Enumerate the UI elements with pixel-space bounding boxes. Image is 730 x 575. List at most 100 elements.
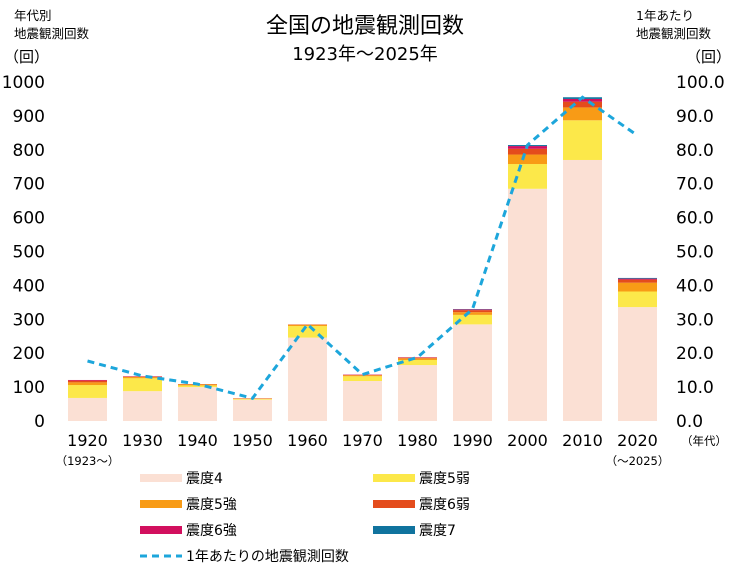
bar-segment: [618, 279, 657, 283]
bar-segment: [618, 277, 657, 279]
bar-segment: [618, 282, 657, 292]
bar-segment: [233, 399, 272, 421]
left-tick-label: 600: [13, 209, 45, 229]
left-tick-label: 400: [13, 276, 45, 296]
bar-segment: [343, 380, 382, 421]
bar-segment: [123, 378, 162, 392]
bar-segment: [68, 385, 107, 398]
x-axis-unit: （年代）: [681, 434, 727, 448]
left-tick-label: 300: [13, 310, 45, 330]
x-tick-label: 1970: [342, 431, 383, 450]
right-tick-label: 100.0: [676, 73, 725, 93]
x-tick-label: 2010: [562, 431, 603, 450]
legend-swatch: [140, 500, 182, 508]
bar-segment: [508, 148, 547, 155]
left-axis-label-line2: 地震観測回数: [14, 26, 90, 41]
x-tick-label: 2020: [617, 431, 658, 450]
left-tick-label: 1000: [2, 73, 45, 93]
right-tick-label: 60.0: [676, 209, 714, 229]
legend-swatch: [140, 526, 182, 534]
right-axis-label-line1: 1年あたり: [636, 8, 694, 23]
left-tick-label: 0: [34, 412, 45, 432]
legend-label: 震度4: [186, 471, 223, 487]
bar-segment: [508, 188, 547, 421]
legend-label: 震度6弱: [419, 497, 470, 513]
legend-swatch: [373, 474, 415, 482]
bar-segment: [563, 107, 602, 121]
bar-segment: [453, 324, 492, 421]
bar-segment: [68, 379, 107, 381]
x-tick-label: 1980: [397, 431, 438, 450]
bar-segment: [453, 314, 492, 325]
x-tick-label: 1960: [287, 431, 328, 450]
bar-segment: [123, 376, 162, 379]
x-tick-label: 1990: [452, 431, 493, 450]
bar-segment: [398, 357, 437, 359]
right-axis-unit: （回）: [686, 48, 730, 66]
bar-segment: [563, 120, 602, 160]
right-tick-label: 90.0: [676, 107, 714, 127]
bar-segment: [343, 375, 382, 377]
bar-segment: [68, 382, 107, 386]
bar-segment: [178, 387, 217, 421]
legend-label: 震度7: [419, 523, 456, 539]
legend-label: 1年あたりの地震観測回数: [186, 548, 349, 565]
bar-segment: [288, 324, 327, 327]
chart-title: 全国の地震観測回数: [266, 14, 464, 39]
right-tick-label: 50.0: [676, 243, 714, 263]
bar-segment: [68, 380, 107, 383]
x-tick-label: 2000: [507, 431, 548, 450]
bar-segment: [178, 385, 217, 388]
chart-subtitle: 1923年～2025年: [292, 44, 438, 65]
right-tick-label: 0.0: [676, 412, 703, 432]
legend-swatch: [140, 474, 182, 482]
x-axis-ticks: 1920 （1923～）1930 1940 1950 1960 1970 1980 1990 2…: [56, 431, 670, 468]
legend-swatch: [373, 500, 415, 508]
bar-segment: [453, 310, 492, 313]
left-axis-label-line1: 年代別: [14, 8, 52, 23]
legend-label: 震度5強: [186, 497, 237, 513]
x-tick-label: 1920: [67, 431, 108, 450]
bar-segment: [618, 278, 657, 280]
bar-segment: [563, 101, 602, 108]
line-series-path: [87, 95, 639, 400]
bar-segment: [563, 159, 602, 421]
bar-segment: [508, 164, 547, 189]
left-tick-label: 100: [13, 378, 45, 398]
bar-segment: [68, 397, 107, 421]
x-tick-label: 1940: [177, 431, 218, 450]
stacked-bars: [68, 97, 657, 421]
left-axis-ticks: 0 100 200 300 400 500 600 700 800 900 1000: [2, 73, 45, 432]
bar-segment: [343, 376, 382, 381]
left-tick-label: 900: [13, 107, 45, 127]
bar-segment: [618, 307, 657, 421]
legend-swatch: [373, 526, 415, 534]
x-tick-note: （～2025）: [606, 454, 670, 468]
right-axis-ticks: 0.0 10.0 20.0 30.0 40.0 50.0 60.0 70.0 80.0 90.0 1…: [676, 73, 725, 432]
bar-segment: [453, 309, 492, 311]
right-tick-label: 40.0: [676, 276, 714, 296]
left-tick-label: 700: [13, 175, 45, 195]
legend-label: 震度6強: [186, 523, 237, 539]
bar-segment: [453, 312, 492, 315]
right-tick-label: 10.0: [676, 378, 714, 398]
right-tick-label: 70.0: [676, 175, 714, 195]
bar-segment: [563, 98, 602, 102]
right-tick-label: 30.0: [676, 310, 714, 330]
right-axis-label-line2: 地震観測回数: [636, 26, 712, 41]
bar-segment: [398, 358, 437, 360]
x-tick-label: 1930: [122, 431, 163, 450]
left-tick-label: 800: [13, 141, 45, 161]
per-year-line: [87, 95, 639, 400]
bar-segment: [398, 359, 437, 366]
bar-segment: [398, 365, 437, 421]
right-tick-label: 80.0: [676, 141, 714, 161]
x-tick-note: （1923～）: [56, 454, 120, 468]
left-axis-unit: （回）: [4, 48, 49, 66]
x-tick-label: 1950: [232, 431, 273, 450]
bar-segment: [288, 337, 327, 421]
left-tick-label: 500: [13, 243, 45, 263]
bar-segment: [123, 391, 162, 421]
